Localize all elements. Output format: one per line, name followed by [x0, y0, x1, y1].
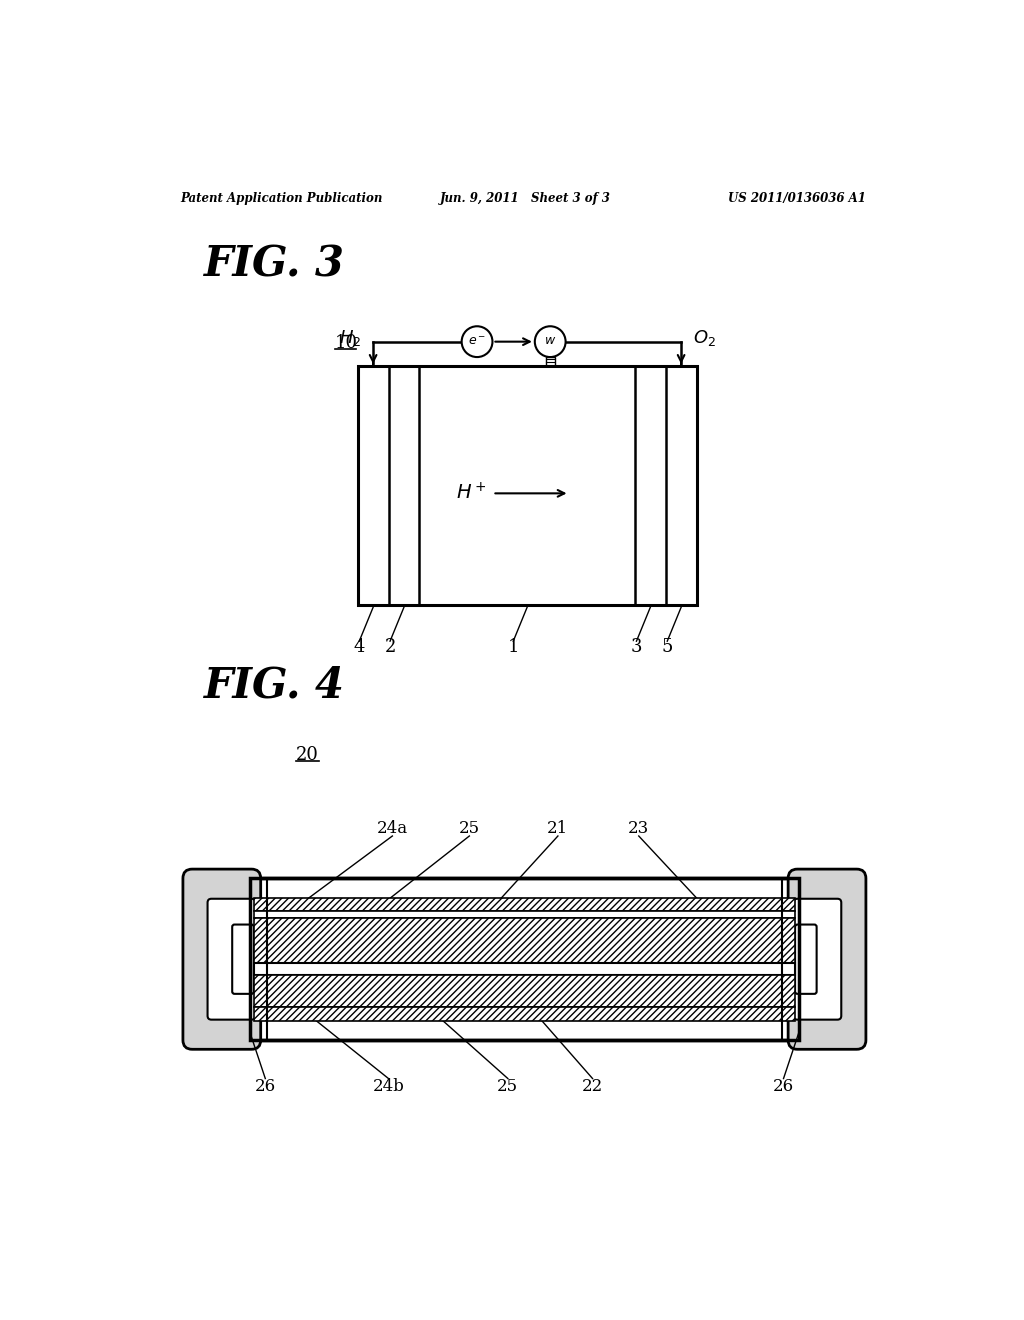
Text: US 2011/0136036 A1: US 2011/0136036 A1 [728, 191, 866, 205]
Text: 20: 20 [296, 746, 319, 764]
Text: 5: 5 [662, 639, 673, 656]
Bar [250, 878, 799, 1040]
Circle shape [462, 326, 493, 358]
Text: 26: 26 [255, 1077, 275, 1094]
Text: 3: 3 [631, 639, 642, 656]
FancyBboxPatch shape [794, 899, 842, 1019]
Bar [250, 878, 799, 1040]
Text: 10: 10 [335, 334, 357, 352]
Text: 25: 25 [498, 1077, 518, 1094]
Bar [254, 964, 795, 975]
Text: Patent Application Publication: Patent Application Publication [180, 191, 383, 205]
Circle shape [535, 326, 565, 358]
Bar [546, 358, 555, 367]
Text: $H_2$: $H_2$ [339, 327, 361, 347]
Text: 24b: 24b [373, 1077, 404, 1094]
FancyBboxPatch shape [788, 869, 866, 1049]
Text: $O_2$: $O_2$ [692, 327, 716, 347]
Text: 24a: 24a [377, 820, 408, 837]
Text: 21: 21 [547, 820, 568, 837]
Text: 22: 22 [582, 1077, 603, 1094]
Bar [357, 367, 696, 605]
Bar [254, 898, 795, 911]
Text: $e^-$: $e^-$ [468, 335, 486, 348]
Bar [254, 917, 795, 964]
Text: FIG. 4: FIG. 4 [204, 665, 345, 706]
Bar [254, 975, 795, 1007]
Text: $H^+$: $H^+$ [456, 482, 486, 503]
FancyBboxPatch shape [795, 924, 816, 994]
Text: 25: 25 [459, 820, 480, 837]
FancyBboxPatch shape [232, 924, 254, 994]
Text: 26: 26 [773, 1077, 794, 1094]
Text: 1: 1 [508, 639, 519, 656]
Text: FIG. 3: FIG. 3 [204, 244, 345, 285]
Bar [254, 1007, 795, 1020]
FancyBboxPatch shape [208, 899, 255, 1019]
Text: 4: 4 [353, 639, 365, 656]
Text: 23: 23 [628, 820, 649, 837]
Bar [254, 911, 795, 917]
FancyBboxPatch shape [183, 869, 261, 1049]
Text: Jun. 9, 2011   Sheet 3 of 3: Jun. 9, 2011 Sheet 3 of 3 [439, 191, 610, 205]
Text: 2: 2 [384, 639, 395, 656]
Text: w: w [545, 334, 555, 347]
